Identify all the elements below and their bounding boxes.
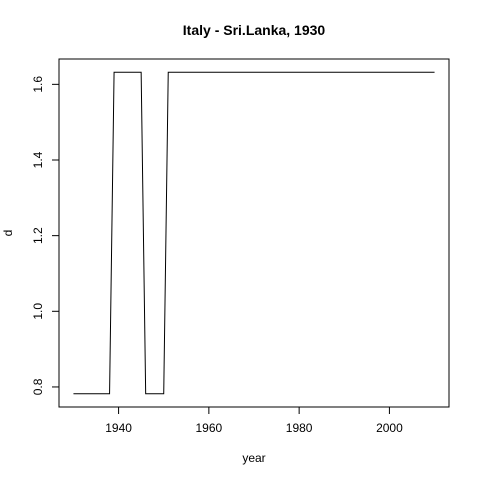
y-tick-label: 0.8 <box>31 378 45 395</box>
x-axis: 1940 1960 1980 2000 <box>105 406 403 435</box>
x-tick-label: 2000 <box>376 421 403 435</box>
y-tick-label: 1.4 <box>31 151 45 168</box>
y-tick-label: 1.0 <box>31 303 45 320</box>
series-line <box>73 71 435 395</box>
x-tick-label: 1940 <box>105 421 132 435</box>
y-tick-label: 1.6 <box>31 76 45 93</box>
chart-title: Italy - Sri.Lanka, 1930 <box>183 22 326 38</box>
x-axis-label: year <box>242 451 265 465</box>
x-tick-label: 1960 <box>196 421 223 435</box>
y-axis: 0.8 1.0 1.2 1.4 1.6 <box>31 76 60 395</box>
y-axis-label: d <box>1 230 15 237</box>
x-tick-label: 1980 <box>286 421 313 435</box>
series-group <box>73 71 435 395</box>
y-tick-label: 1.2 <box>31 227 45 244</box>
